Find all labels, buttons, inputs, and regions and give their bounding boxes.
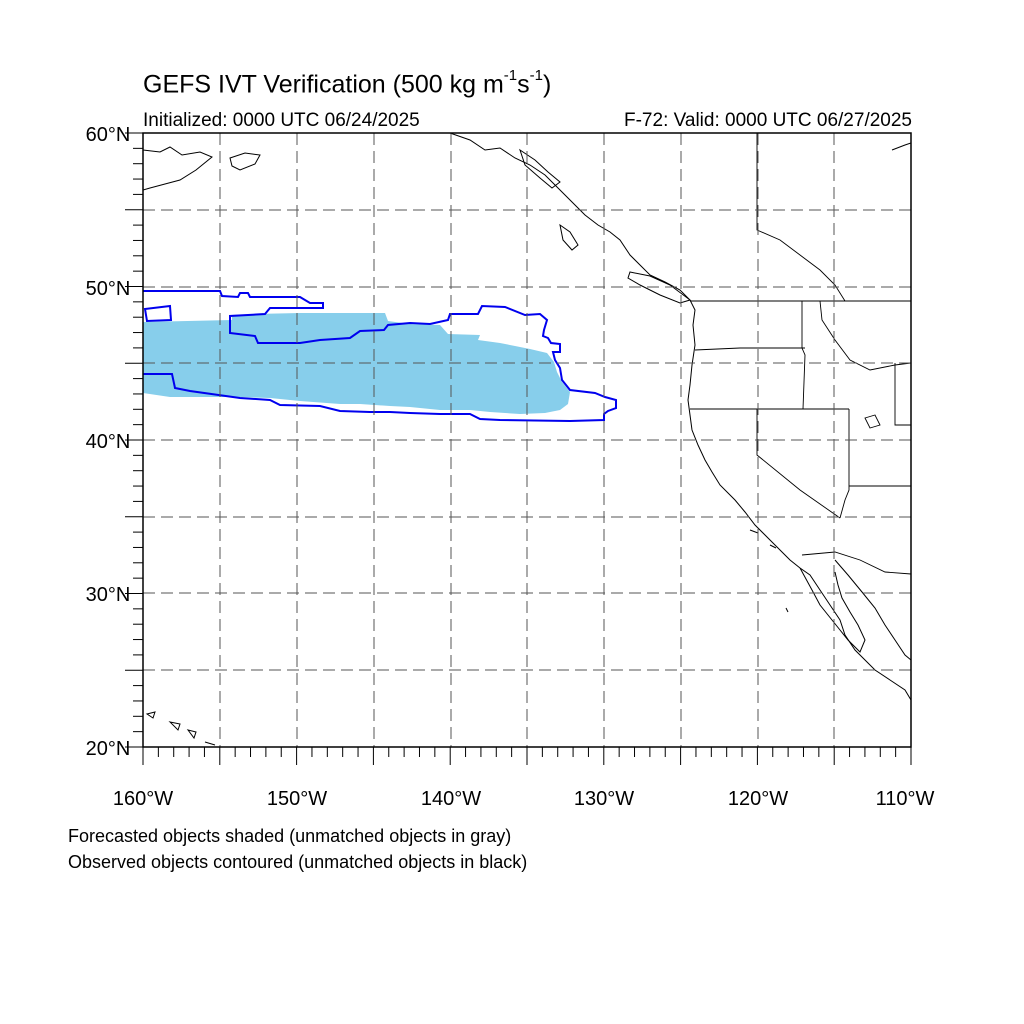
channel-islands <box>749 529 789 613</box>
lon-label-150w: 150°W <box>267 788 327 810</box>
lat-label-30: 30°N <box>86 584 131 606</box>
initialized-label: Initialized: 0000 UTC 06/24/2025 <box>143 110 420 131</box>
forecast-ivt-shade <box>143 313 570 414</box>
kodiak-island <box>229 152 261 171</box>
lon-label-130w: 130°W <box>574 788 634 810</box>
wa-or-border <box>694 347 805 351</box>
lon-axis-labels: 160°W 150°W 140°W 130°W 120°W 110°W <box>113 788 935 810</box>
lon-label-160w: 160°W <box>113 788 173 810</box>
footnote-forecast: Forecasted objects shaded (unmatched obj… <box>68 826 512 846</box>
forecast-object <box>143 313 570 414</box>
lat-label-20: 20°N <box>86 738 131 760</box>
baja-peninsula <box>799 567 866 653</box>
gulf-of-california <box>834 559 911 661</box>
coastlines <box>143 133 911 746</box>
yukon-coast-topright <box>891 142 911 151</box>
alaska-canada-border <box>756 133 846 302</box>
lon-label-110w: 110°W <box>876 788 935 810</box>
lat-axis-labels: 60°N 50°N 40°N 30°N 20°N <box>86 124 131 760</box>
lat-label-50: 50°N <box>86 278 131 300</box>
lat-label-40: 40°N <box>86 431 131 453</box>
hawaii-islands <box>145 711 216 746</box>
map-title: GEFS IVT Verification (500 kg m-1s-1) <box>143 67 552 99</box>
ca-nv-border <box>756 409 841 519</box>
lat-label-60: 60°N <box>86 124 131 146</box>
vancouver-island <box>627 271 692 304</box>
alaska-bc-coast <box>449 133 911 701</box>
haida-gwaii <box>559 223 579 251</box>
alaska-coast-west <box>143 146 213 191</box>
us-mexico-border <box>801 551 911 575</box>
observed-contour-main <box>143 290 617 423</box>
idaho-west-border <box>801 301 806 410</box>
great-salt-lake <box>864 414 881 429</box>
wyoming-border <box>894 363 911 426</box>
graticule <box>143 133 911 747</box>
political-boundaries <box>690 133 911 575</box>
footnote-observed: Observed objects contoured (unmatched ob… <box>68 852 528 872</box>
axis-ticks <box>125 132 912 765</box>
lon-label-120w: 120°W <box>728 788 788 810</box>
observed-objects <box>143 290 617 423</box>
lon-label-140w: 140°W <box>421 788 481 810</box>
observed-contour-small <box>143 304 173 323</box>
nv-az-border <box>839 409 850 519</box>
valid-time-label: F-72: Valid: 0000 UTC 06/27/2025 <box>624 110 912 131</box>
alaska-panhandle-islands <box>519 148 561 189</box>
